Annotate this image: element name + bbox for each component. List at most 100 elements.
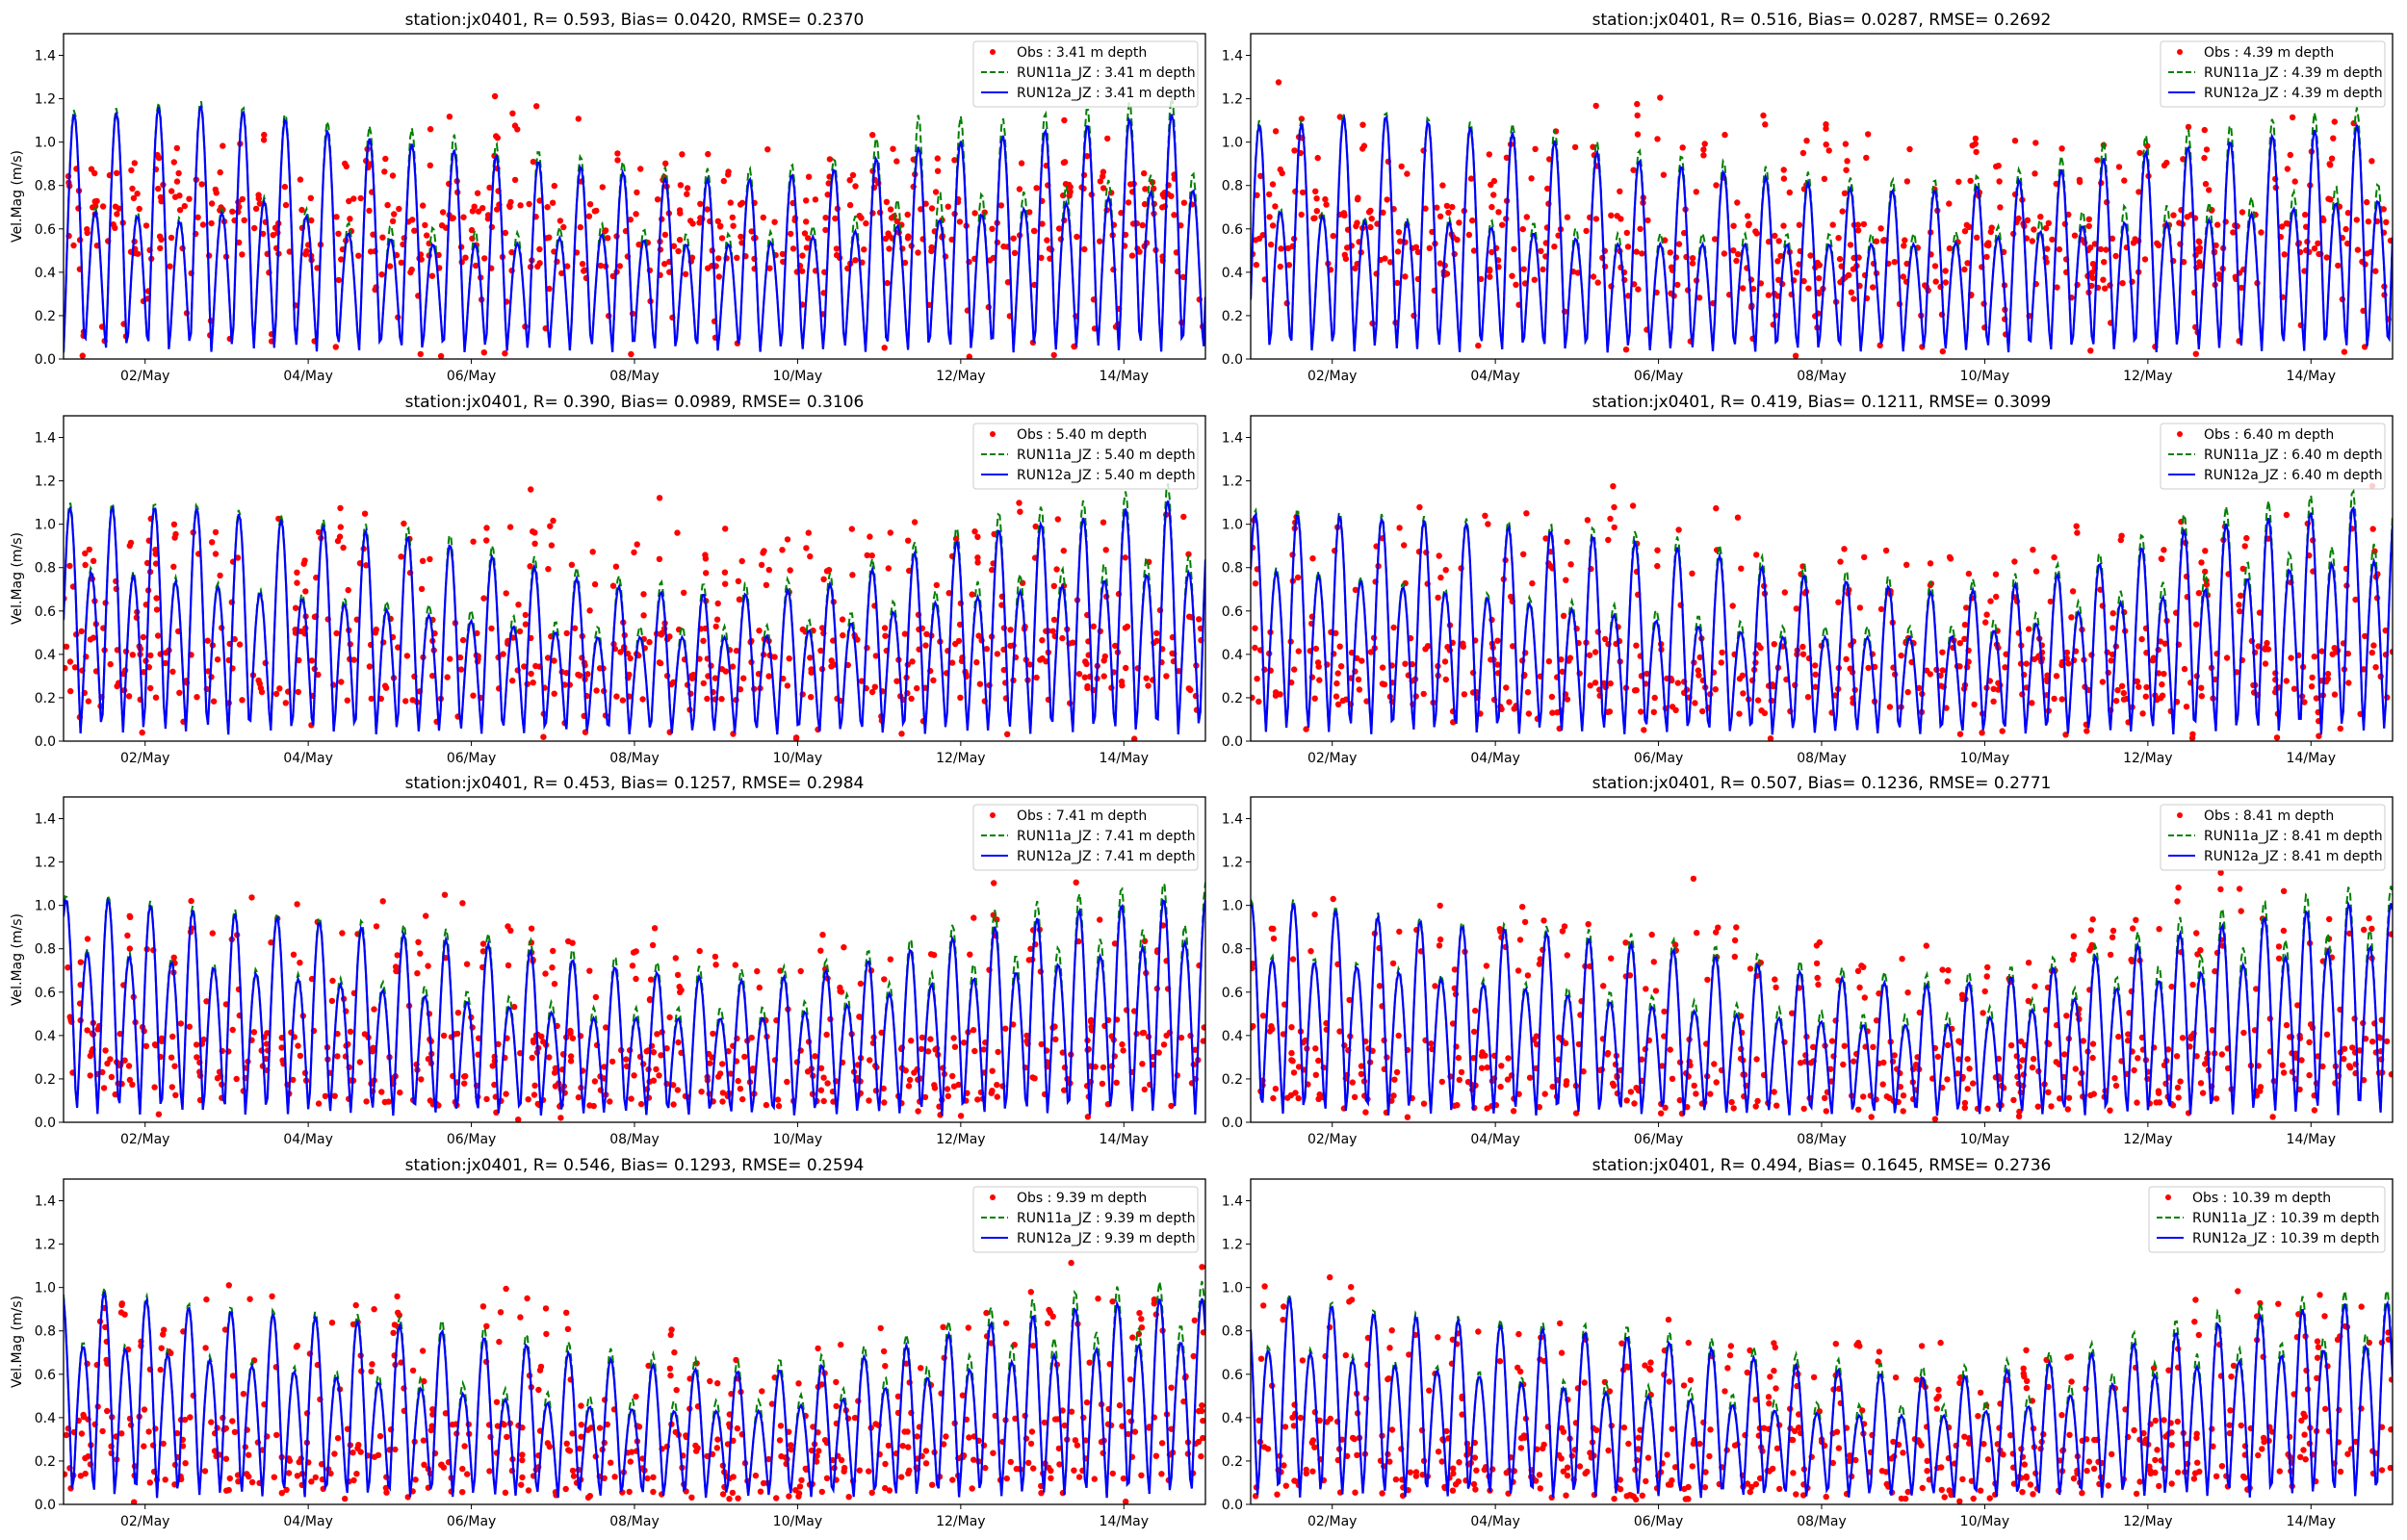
obs-point	[1986, 1495, 1993, 1502]
obs-point	[1396, 525, 1403, 531]
obs-point	[2342, 225, 2349, 233]
obs-point	[369, 1361, 375, 1368]
x-tick-label: 08/May	[1797, 369, 1846, 384]
obs-point	[114, 169, 120, 176]
obs-point	[1123, 664, 1129, 672]
legend-label: Obs : 6.40 m depth	[2204, 427, 2334, 443]
obs-point	[1033, 185, 1040, 192]
obs-point	[607, 1098, 613, 1105]
obs-point	[155, 154, 163, 162]
obs-point	[1815, 981, 1822, 988]
obs-point	[712, 953, 719, 961]
obs-point	[2262, 660, 2269, 667]
obs-point	[363, 1098, 370, 1105]
obs-point	[551, 1069, 558, 1076]
obs-point	[2102, 285, 2109, 292]
obs-point	[1816, 274, 1823, 282]
obs-series	[1251, 869, 2393, 1122]
obs-point	[168, 1054, 175, 1061]
obs-point	[1939, 966, 1946, 973]
obs-point	[208, 219, 215, 227]
obs-point	[2369, 1039, 2376, 1045]
obs-point	[342, 1495, 349, 1502]
obs-point	[719, 1061, 726, 1067]
obs-point	[2032, 140, 2039, 146]
obs-point	[801, 230, 809, 237]
obs-point	[1122, 554, 1129, 561]
obs-point	[1470, 1480, 1478, 1488]
y-tick-label: 1.2	[35, 856, 56, 871]
obs-point	[882, 235, 890, 243]
obs-point	[1592, 680, 1599, 686]
obs-point	[1590, 273, 1597, 280]
obs-point	[158, 1038, 166, 1045]
obs-point	[1312, 645, 1320, 653]
obs-point	[1995, 686, 2002, 693]
obs-point	[542, 970, 549, 977]
x-tick-label: 04/May	[283, 1514, 332, 1529]
obs-point	[1799, 149, 1807, 157]
obs-point	[787, 567, 793, 574]
obs-point	[1812, 683, 1819, 690]
obs-point	[1059, 634, 1066, 642]
obs-point	[505, 962, 512, 969]
obs-point	[2065, 660, 2072, 667]
obs-point	[659, 629, 665, 636]
obs-point	[269, 1293, 275, 1300]
legend-label: RUN12a_JZ : 5.40 m depth	[1017, 468, 1196, 483]
obs-point	[2085, 222, 2092, 230]
obs-point	[1754, 1097, 1761, 1105]
y-tick-label: 0.2	[35, 309, 56, 324]
obs-point	[1398, 163, 1405, 170]
obs-point	[805, 529, 812, 536]
obs-point	[2341, 1056, 2347, 1063]
obs-point	[1007, 642, 1014, 650]
obs-point	[1728, 1098, 1735, 1106]
obs-point	[141, 1406, 148, 1413]
obs-point	[2072, 1065, 2079, 1072]
obs-point	[1549, 709, 1556, 716]
obs-point	[1004, 731, 1011, 737]
obs-point	[1280, 1317, 1286, 1323]
obs-point	[2051, 695, 2058, 703]
obs-point	[220, 142, 226, 149]
obs-point	[735, 1077, 741, 1085]
obs-point	[1733, 257, 1740, 265]
obs-point	[2030, 547, 2036, 553]
obs-point	[1641, 727, 1647, 733]
obs-point	[2154, 1447, 2161, 1453]
obs-point	[1900, 1108, 1906, 1115]
obs-point	[168, 188, 175, 194]
obs-point	[2196, 259, 2203, 266]
obs-point	[1726, 1351, 1734, 1359]
obs-point	[1482, 512, 1488, 519]
obs-point	[1100, 519, 1107, 526]
obs-point	[797, 967, 804, 975]
obs-point	[1524, 689, 1532, 696]
obs-point	[1789, 1436, 1797, 1444]
obs-point	[1081, 674, 1089, 680]
obs-point	[727, 199, 734, 206]
obs-point	[1026, 209, 1033, 216]
obs-point	[531, 1082, 538, 1090]
obs-point	[2284, 166, 2291, 172]
obs-point	[518, 1481, 525, 1488]
obs-point	[1288, 1024, 1295, 1031]
obs-point	[283, 1486, 290, 1494]
obs-point	[1979, 730, 1985, 736]
obs-point	[2080, 1038, 2086, 1044]
obs-point	[1696, 654, 1703, 661]
obs-point	[1517, 1445, 1525, 1451]
obs-point	[1352, 1489, 1359, 1496]
obs-point	[1086, 1359, 1093, 1366]
y-tick-label: 1.0	[1222, 518, 1243, 533]
obs-point	[1339, 697, 1347, 705]
obs-point	[2159, 680, 2165, 688]
obs-point	[1152, 1452, 1160, 1459]
obs-point	[1623, 1493, 1630, 1500]
obs-point	[570, 1473, 578, 1479]
obs-point	[1391, 1076, 1398, 1083]
obs-point	[273, 1431, 280, 1439]
obs-point	[1061, 159, 1069, 166]
obs-point	[2133, 1490, 2140, 1498]
